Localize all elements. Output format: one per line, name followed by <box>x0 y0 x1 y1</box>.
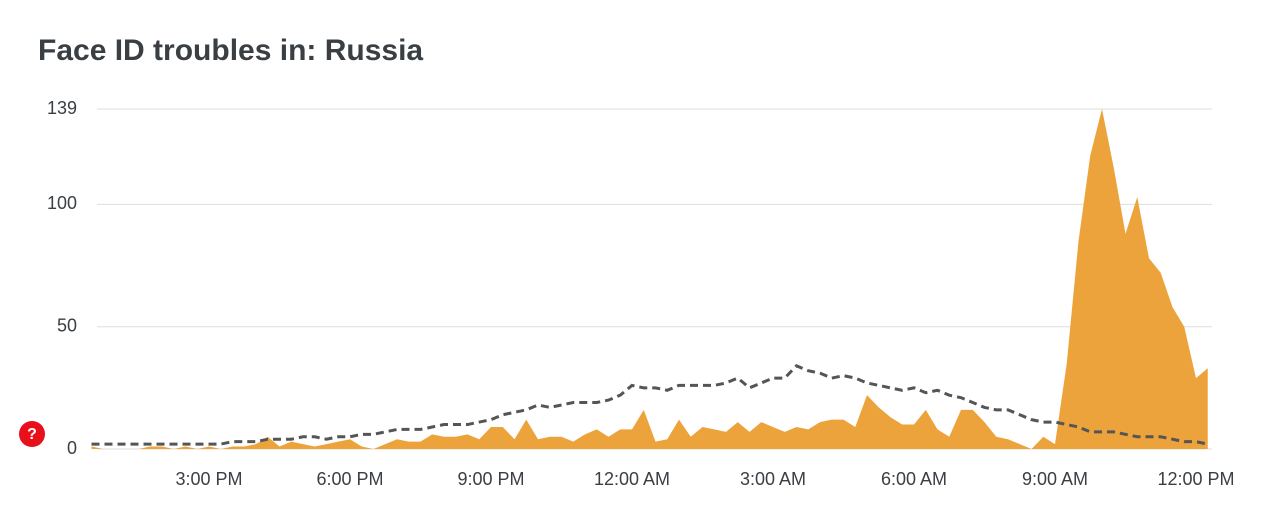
y-tick-label: 100 <box>47 193 77 213</box>
y-tick-label: 139 <box>47 98 77 118</box>
x-tick-label: 12:00 PM <box>1157 469 1234 489</box>
x-tick-label: 9:00 PM <box>457 469 524 489</box>
x-tick-label: 6:00 PM <box>316 469 383 489</box>
x-tick-label: 3:00 AM <box>740 469 806 489</box>
baseline-line <box>91 364 1209 446</box>
help-icon[interactable]: ? <box>27 426 37 443</box>
x-tick-label: 9:00 AM <box>1022 469 1088 489</box>
chart-title: Face ID troubles in: Russia <box>38 34 423 67</box>
y-tick-label: 50 <box>57 315 77 335</box>
x-tick-label: 3:00 PM <box>175 469 242 489</box>
help-icon-circle[interactable] <box>19 421 45 447</box>
y-tick-label: 0 <box>67 438 77 458</box>
x-tick-label: 6:00 AM <box>881 469 947 489</box>
area <box>91 109 1208 449</box>
x-tick-label: 12:00 AM <box>594 469 670 489</box>
